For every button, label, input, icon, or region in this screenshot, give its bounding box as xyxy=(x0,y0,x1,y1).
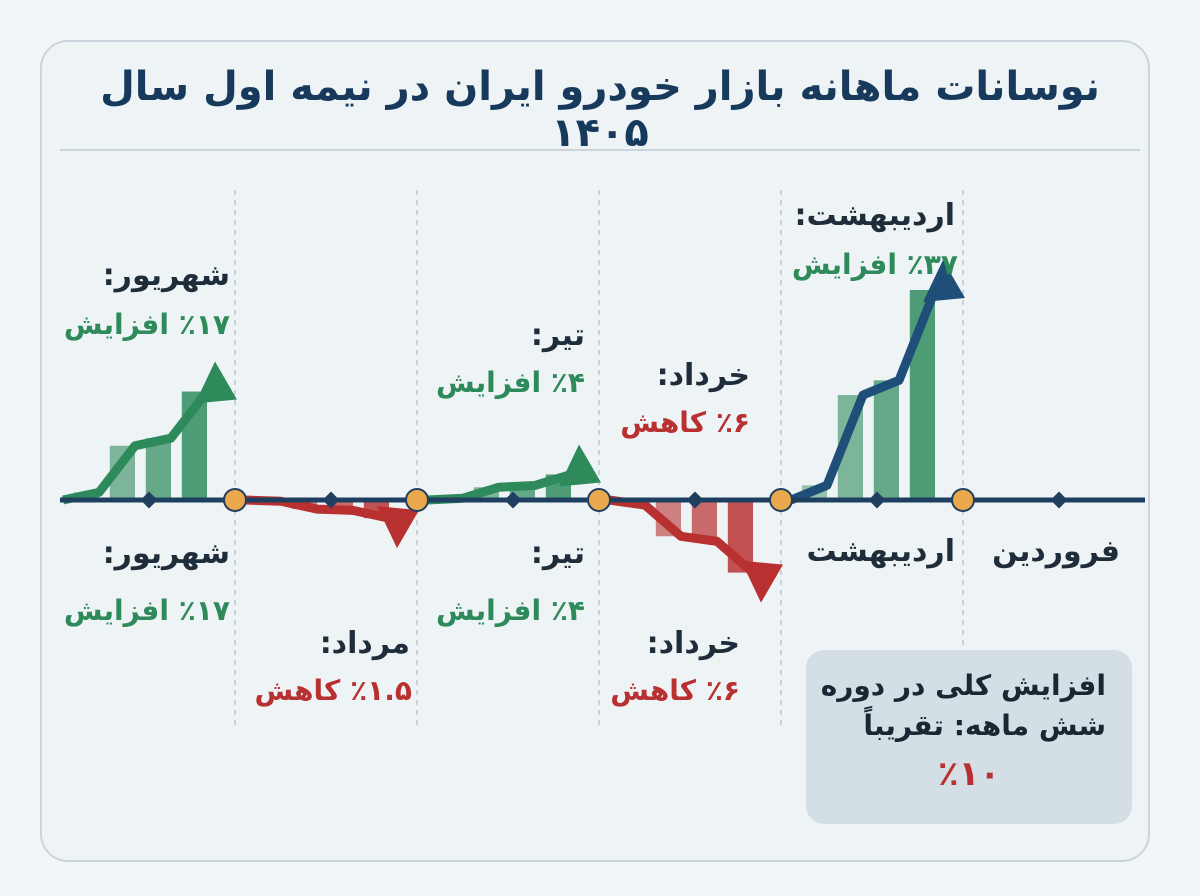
label-ordibehesht-top-change: ٪۳۷ افزایش xyxy=(791,248,958,281)
timeline-markers xyxy=(140,488,1068,512)
label-tir-bottom-change: ٪۴ افزایش xyxy=(436,594,585,627)
summary-box: افزایش کلی در دوره شش ماهه: تقریباً ٪۱۰ xyxy=(806,650,1132,824)
trend-line-اردیبهشت xyxy=(789,288,940,505)
axis-diamond xyxy=(140,491,158,509)
label-khordad-bottom-change: ٪۶ کاهش xyxy=(610,674,740,707)
label-mordad-month: مرداد: xyxy=(319,626,410,661)
axis-dot xyxy=(951,488,975,512)
label-ordibehesht-top-month: اردیبهشت: xyxy=(794,198,955,233)
axis-diamond xyxy=(868,491,886,509)
arrowhead-تیر xyxy=(559,444,601,487)
label-tir-bottom-month: تیر: xyxy=(530,536,585,571)
axis-dot xyxy=(587,488,611,512)
axis-diamond xyxy=(1050,491,1068,509)
axis-dot xyxy=(769,488,793,512)
label-tir-top-month: تیر: xyxy=(530,318,585,353)
label-shahrivar-top-change: ٪۱۷ افزایش xyxy=(63,308,230,341)
arrowhead-شهریور xyxy=(195,361,237,404)
chart-title: نوسانات ماهانه بازار خودرو ایران در نیمه… xyxy=(100,64,1100,156)
label-farvardin: فروردین xyxy=(992,534,1120,569)
label-shahrivar-bottom-change: ٪۱۷ افزایش xyxy=(63,594,230,627)
label-shahrivar-top-month: شهریور: xyxy=(102,258,230,293)
arrowhead-خرداد xyxy=(741,560,783,603)
trend-line-خرداد xyxy=(608,495,756,576)
bar-شهریور xyxy=(145,438,171,500)
label-mordad-change: ٪۱.۵ کاهش xyxy=(254,674,412,707)
label-khordad-top-change: ٪۶ کاهش xyxy=(620,406,750,439)
label-shahrivar-bottom-month: شهریور: xyxy=(102,536,230,571)
bar-مرداد xyxy=(327,500,353,511)
label-khordad-bottom-month: خرداد: xyxy=(646,626,740,661)
trend-line-شهریور xyxy=(62,388,211,505)
label-khordad-top-month: خرداد: xyxy=(656,358,750,393)
axis-diamond xyxy=(322,491,340,509)
summary-text: افزایش کلی در دوره شش ماهه: تقریباً xyxy=(820,669,1106,742)
arrowhead-مرداد xyxy=(377,506,419,549)
axis-diamond xyxy=(504,491,522,509)
label-ordibehesht-bottom: اردیبهشت xyxy=(806,534,955,569)
bar-اردیبهشت xyxy=(873,380,899,500)
segments xyxy=(62,260,965,603)
axis-dot xyxy=(223,488,247,512)
summary-value: ٪۱۰ xyxy=(937,754,1001,794)
axis-dot xyxy=(405,488,429,512)
segment-dividers xyxy=(234,190,964,730)
axis-diamond xyxy=(686,491,704,509)
label-tir-top-change: ٪۴ افزایش xyxy=(436,366,585,399)
arrowhead-اردیبهشت xyxy=(923,260,965,302)
